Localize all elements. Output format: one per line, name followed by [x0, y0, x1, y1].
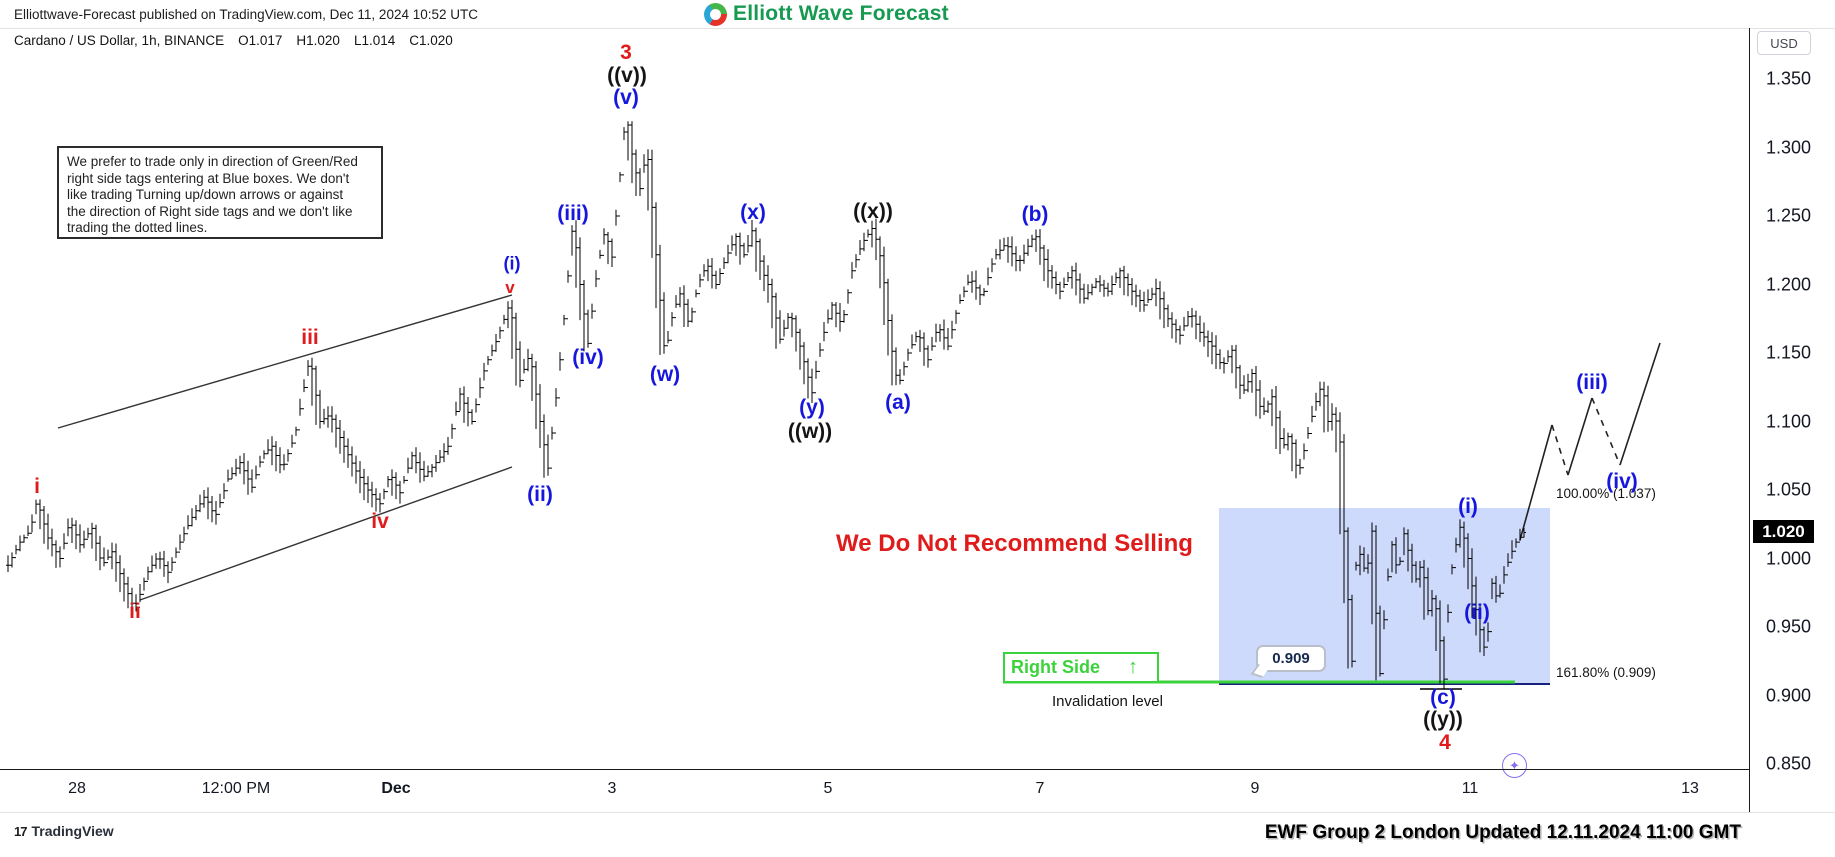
projection-dashed-line [1551, 424, 1569, 476]
time-tick: 11 [1461, 780, 1479, 797]
right-side-tag: Right Side ↑ [1003, 652, 1159, 683]
lower-channel-line [139, 466, 513, 601]
wave-label: iv [371, 510, 389, 533]
no-sell-warning: We Do Not Recommend Selling [836, 530, 1193, 557]
wave-label: v [505, 278, 515, 297]
wave-label: (iii) [1576, 371, 1608, 394]
wave-label: ((v)) [607, 64, 647, 87]
ewf-logo-text: Elliott Wave Forecast [733, 2, 949, 25]
wave-label: (c) [1430, 686, 1456, 709]
ewf-swirl-icon [704, 2, 727, 26]
note-line: the direction of Right side tags and we … [67, 203, 353, 219]
wave-label: ((w)) [787, 420, 833, 443]
wave-label: ((x)) [853, 200, 893, 223]
price-callout-bubble: 0.909 [1256, 645, 1326, 672]
currency-badge[interactable]: USD [1757, 31, 1811, 55]
symbol-legend[interactable]: Cardano / US Dollar, 1h, BINANCE O1.017 H1… [14, 33, 467, 48]
time-tick: Dec [381, 780, 411, 797]
tradingview-wordmark: TradingView [31, 823, 114, 839]
price-tick: 0.850 [1766, 753, 1812, 774]
ohlc-high: H1.020 [296, 33, 340, 48]
wave-label: (iv) [1606, 470, 1638, 493]
price-tick: 1.000 [1766, 548, 1812, 568]
wave-label: (i) [1458, 495, 1478, 518]
wave-label: (i) [503, 253, 521, 274]
price-tick: 0.900 [1766, 685, 1812, 705]
price-tick: 1.250 [1766, 205, 1812, 226]
wave-label: (x) [740, 201, 766, 224]
up-arrow-icon: ↑ [1128, 656, 1138, 678]
publication-caption: Elliottwave-Forecast published on Tradin… [14, 7, 478, 22]
wave-label: (ii) [1464, 601, 1490, 624]
current-price-badge: 1.020 [1753, 520, 1814, 543]
time-tick: 28 [68, 780, 86, 797]
symbol-pair: Cardano / US Dollar, 1h, BINANCE [14, 33, 225, 48]
wave-label: (iii) [557, 202, 589, 225]
ohlc-close: C1.020 [409, 33, 453, 48]
sparkle-marker-icon[interactable]: ✦ [1502, 753, 1527, 778]
note-line: right side tags entering at Blue boxes. … [67, 170, 350, 186]
wave-label: i [34, 475, 40, 498]
time-tick: 7 [1035, 780, 1045, 797]
invalidation-label: Invalidation level [1052, 693, 1163, 710]
fib-161-label: 161.80% (0.909) [1556, 665, 1656, 680]
trading-note-box: We prefer to trade only in direction of … [57, 146, 383, 239]
upper-channel-line [57, 294, 513, 429]
right-side-label: Right Side [1011, 657, 1100, 677]
wave-label: (v) [613, 86, 639, 109]
projection-line [1619, 342, 1661, 466]
ewf-logo: Elliott Wave Forecast [704, 2, 949, 26]
projection-line [1567, 397, 1593, 476]
ohlc-low: L1.014 [353, 33, 396, 48]
time-tick: 13 [1681, 780, 1699, 797]
time-tick: 12:00 PM [201, 780, 271, 797]
update-stamp: EWF Group 2 London Updated 12.11.2024 11… [1264, 822, 1741, 843]
projection-dashed-line [1591, 397, 1621, 466]
wave-label: (a) [885, 391, 911, 414]
fib-100-label: 100.00% (1.037) [1556, 486, 1656, 501]
projection-line [1519, 424, 1553, 541]
wave-label: 4 [1439, 731, 1451, 754]
price-tick: 1.350 [1766, 68, 1812, 89]
wave-label: (ii) [527, 483, 553, 506]
wave-label: (y) [799, 396, 825, 419]
price-tick: 1.300 [1766, 137, 1812, 157]
price-bars [6, 121, 1526, 689]
wave-label: ii [129, 600, 141, 623]
price-tick: 1.100 [1766, 411, 1812, 431]
wave-label: (b) [1021, 203, 1049, 226]
time-tick: 9 [1250, 780, 1260, 797]
wave-label: iii [301, 326, 319, 349]
note-line: We prefer to trade only in direction of … [67, 154, 358, 169]
time-tick: 3 [607, 780, 617, 797]
wave-label: 3 [620, 41, 632, 64]
price-tick: 1.050 [1766, 479, 1812, 500]
footer-divider [0, 812, 1835, 813]
note-line: like trading Turning up/down arrows or a… [67, 187, 344, 202]
time-axis-border [0, 769, 1750, 770]
price-axis-border [1749, 28, 1750, 812]
note-line: trading the dotted lines. [67, 220, 208, 235]
tradingview-glyph-icon: 17 [14, 823, 28, 839]
header-divider [0, 28, 1835, 29]
wave-label: (iv) [572, 346, 604, 369]
ohlc-open: O1.017 [238, 33, 283, 48]
price-tick: 1.150 [1766, 342, 1812, 363]
time-tick: 5 [823, 780, 833, 797]
price-tick: 0.950 [1766, 616, 1812, 637]
wave-label: ((y)) [1423, 708, 1463, 731]
price-tick: 1.200 [1766, 274, 1812, 294]
tradingview-attribution[interactable]: 17 TradingView [14, 823, 114, 839]
wave-label: (w) [649, 363, 681, 386]
